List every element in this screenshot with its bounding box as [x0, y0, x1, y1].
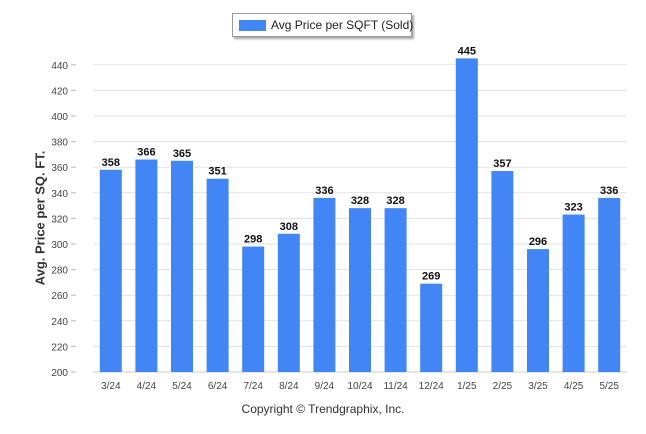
y-tick-label: 200 [51, 368, 68, 379]
bar [598, 197, 621, 372]
data-label: 336 [600, 185, 618, 197]
data-labels: 358 366 365 351 298 308 336 328 328 269 445 357 296 3… [102, 45, 619, 282]
bar [171, 160, 193, 372]
bars [99, 58, 621, 373]
y-tick-label: 440 [51, 61, 68, 72]
y-tick-label: 240 [51, 317, 68, 328]
y-tick-label: 380 [51, 138, 68, 149]
x-tick-label: 2/25 [493, 381, 513, 392]
x-axis-ticks: 3/24 4/24 5/24 6/24 7/24 8/24 9/24 10/24 11/24 12… [101, 381, 619, 392]
y-tick-label: 220 [51, 342, 68, 353]
y-axis-title: Avg. Price per SQ. FT. [32, 150, 48, 286]
y-tick-label: 280 [51, 266, 68, 277]
bar [277, 233, 300, 372]
bar [562, 214, 585, 372]
data-label: 365 [173, 148, 191, 160]
x-tick-label: 4/24 [137, 381, 157, 392]
data-label: 445 [458, 45, 476, 57]
x-tick-label: 7/24 [243, 381, 263, 392]
bar [135, 159, 158, 372]
x-tick-label: 5/25 [599, 381, 619, 392]
x-tick-label: 8/24 [279, 381, 299, 392]
data-label: 328 [386, 195, 404, 207]
y-tick-label: 420 [51, 86, 68, 97]
x-tick-label: 6/24 [208, 381, 228, 392]
bar [99, 169, 122, 372]
data-label: 298 [244, 234, 262, 246]
data-label: 323 [564, 202, 582, 214]
x-tick-label: 3/24 [101, 381, 121, 392]
x-tick-label: 5/24 [172, 381, 192, 392]
data-label: 358 [102, 157, 120, 169]
data-label: 269 [422, 271, 440, 283]
y-tick-label: 360 [51, 163, 68, 174]
copyright: Copyright © Trendgraphix, Inc. [241, 402, 405, 416]
x-tick-label: 3/25 [528, 381, 548, 392]
bar [527, 249, 549, 372]
y-tick-label: 320 [51, 214, 68, 225]
x-tick-label: 11/24 [383, 381, 408, 392]
data-label: 366 [137, 147, 155, 159]
y-axis-ticks: 200 220 240 260 280 300 320 340 360 380 400 420 440 [51, 61, 68, 379]
x-tick-label: 1/25 [457, 381, 477, 392]
legend-swatch [239, 20, 266, 31]
y-tick-label: 260 [51, 291, 68, 302]
y-tick-label: 340 [51, 189, 68, 200]
x-tick-label: 12/24 [419, 381, 444, 392]
bar [420, 283, 443, 372]
data-label: 336 [315, 185, 333, 197]
y-tick-label: 400 [51, 112, 68, 123]
bar [491, 171, 514, 372]
legend-label: Avg Price per SQFT (Sold) [271, 18, 414, 32]
x-tick-label: 10/24 [347, 381, 372, 392]
bar [206, 178, 229, 372]
data-label: 351 [208, 166, 226, 178]
bar [455, 58, 478, 373]
data-label: 357 [493, 158, 511, 170]
data-label: 328 [351, 195, 369, 207]
data-label: 308 [280, 221, 298, 233]
bar [349, 208, 371, 372]
bar [384, 208, 407, 372]
bar [242, 246, 265, 372]
data-label: 296 [529, 236, 547, 248]
x-tick-label: 4/25 [564, 381, 584, 392]
bar [313, 197, 336, 372]
legend[interactable]: Avg Price per SQFT (Sold) [232, 13, 414, 37]
y-tick-label: 300 [51, 240, 68, 251]
x-tick-label: 9/24 [315, 381, 335, 392]
